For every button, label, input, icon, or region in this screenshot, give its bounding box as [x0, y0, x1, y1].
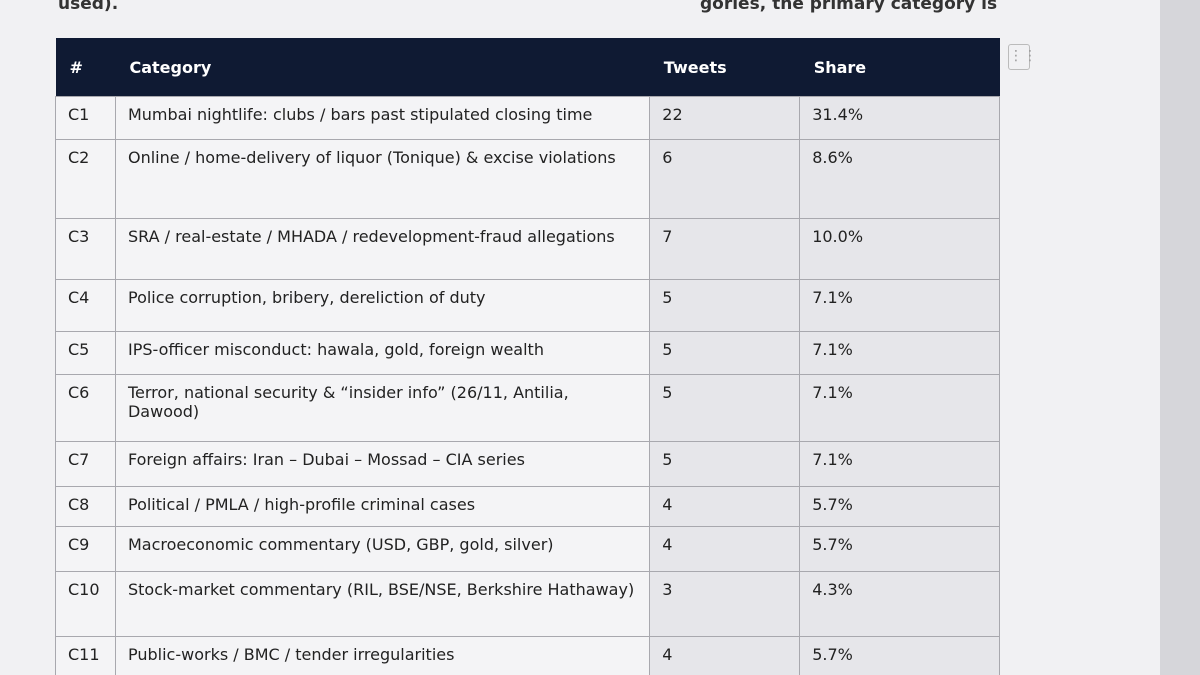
row-id: C2 [55, 139, 116, 219]
category-name: Police corruption, bribery, dereliction … [114, 279, 651, 332]
table-row: C6 Terror, national security & “insider i… [55, 374, 1000, 442]
category-name: SRA / real-estate / MHADA / redevelopmen… [114, 218, 651, 280]
tweet-count: 5 [649, 374, 801, 442]
screen-edge [1160, 0, 1200, 675]
share: 7.1% [799, 374, 1000, 442]
table-row: C1 Mumbai nightlife: clubs / bars past st… [55, 96, 1000, 140]
row-id: C1 [55, 96, 116, 140]
share: 4.3% [799, 571, 1000, 637]
column-header: Share [799, 38, 1000, 97]
category-name: Online / home-delivery of liquor (Toniqu… [114, 139, 651, 219]
tweet-count: 3 [649, 571, 801, 637]
column-header: Tweets [649, 38, 800, 97]
category-name: Mumbai nightlife: clubs / bars past stip… [114, 96, 651, 140]
tweet-count: 5 [649, 441, 801, 487]
share: 7.1% [799, 331, 1000, 375]
row-id: C4 [55, 279, 116, 332]
category-name: Public-works / BMC / tender irregulariti… [114, 636, 651, 675]
row-id: C9 [55, 526, 116, 572]
table-row: C7 Foreign affairs: Iran – Dubai – Mossad… [55, 441, 1000, 487]
tweet-count: 5 [649, 331, 801, 375]
category-name: Macroeconomic commentary (USD, GBP, gold… [114, 526, 651, 572]
share: 5.7% [799, 636, 1000, 675]
row-id: C11 [55, 636, 116, 675]
share: 10.0% [799, 218, 1000, 280]
table-row: C11 Public-works / BMC / tender irregular… [55, 636, 1000, 675]
share: 31.4% [799, 96, 1000, 140]
share: 7.1% [799, 441, 1000, 487]
table-body: C1 Mumbai nightlife: clubs / bars past st… [55, 96, 1000, 675]
table-row: C2 Online / home-delivery of liquor (Toni… [55, 139, 1000, 219]
share: 7.1% [799, 279, 1000, 332]
category-name: Stock-market commentary (RIL, BSE/NSE, B… [114, 571, 651, 637]
share: 8.6% [799, 139, 1000, 219]
tweet-count: 4 [649, 636, 801, 675]
tweet-count: 5 [649, 279, 801, 332]
column-header: # [55, 38, 116, 97]
header-left: used). [58, 0, 119, 14]
row-id: C3 [55, 218, 116, 280]
table-row: C10 Stock-market commentary (RIL, BSE/NSE… [55, 571, 1000, 637]
category-table: # Category Tweets Share C1 Mumbai nightlife:… [55, 38, 1000, 675]
row-id: C5 [55, 331, 116, 375]
column-header: Category [115, 38, 650, 97]
category-name: IPS-officer misconduct: hawala, gold, fo… [114, 331, 651, 375]
tweet-count: 6 [649, 139, 801, 219]
category-name: Political / PMLA / high-profile criminal… [114, 486, 651, 527]
table-row: C3 SRA / real-estate / MHADA / redevelopm… [55, 218, 1000, 280]
header-row: # Category Tweets Share [55, 38, 1000, 97]
row-id: C10 [55, 571, 116, 637]
share: 5.7% [799, 486, 1000, 527]
category-name: Terror, national security & “insider inf… [114, 374, 651, 442]
tweet-count: 4 [649, 486, 801, 527]
row-id: C7 [55, 441, 116, 487]
tweet-count: 4 [649, 526, 801, 572]
drag-handle[interactable]: ⋮⋮ [1008, 44, 1037, 70]
table-row: C8 Political / PMLA / high-profile crimin… [55, 486, 1000, 527]
header-right: gories, the primary category is [700, 0, 998, 14]
table-row: C9 Macroeconomic commentary (USD, GBP, go… [55, 526, 1000, 572]
category-name: Foreign affairs: Iran – Dubai – Mossad –… [114, 441, 651, 487]
share: 5.7% [799, 526, 1000, 572]
tweet-count: 7 [649, 218, 801, 280]
row-id: C6 [55, 374, 116, 442]
document: used). gories, the primary category is #… [55, 0, 1037, 675]
table-row: C5 IPS-officer misconduct: hawala, gold, … [55, 331, 1000, 375]
tweet-count: 22 [649, 96, 801, 140]
row-id: C8 [55, 486, 116, 527]
table-row: C4 Police corruption, bribery, derelictio… [55, 279, 1000, 332]
